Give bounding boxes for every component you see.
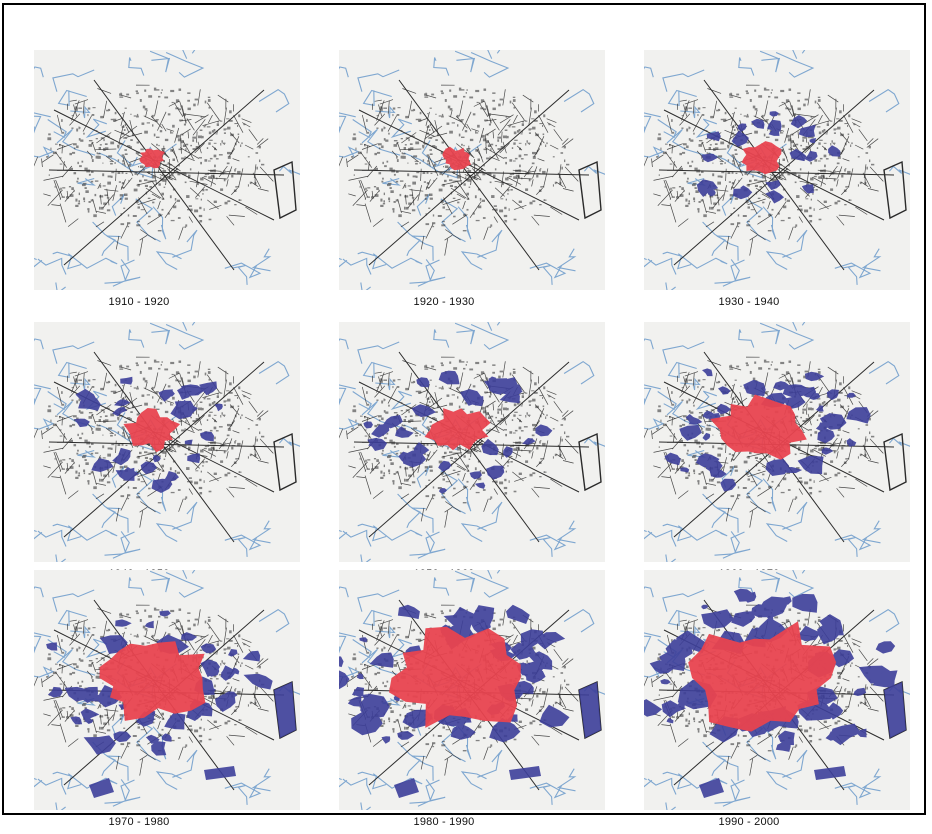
map-panel: 1970 - 1980 [34, 570, 300, 834]
period-caption: 1970 - 1980 [34, 816, 244, 828]
period-caption: 1920 - 1930 [339, 296, 549, 308]
map-panel: 1920 - 1930 [339, 50, 605, 314]
period-caption: 1930 - 1940 [644, 296, 854, 308]
urban-growth-map [339, 570, 605, 810]
map-panel: 1960 - 1970 [644, 322, 910, 586]
map-panel: 1930 - 1940 [644, 50, 910, 314]
map-panel: 1950 - 1960 [339, 322, 605, 586]
period-caption: 1990 - 2000 [644, 816, 854, 828]
urban-growth-map [34, 322, 300, 562]
urban-growth-map [644, 50, 910, 290]
map-panel: 1910 - 1920 [34, 50, 300, 314]
period-caption: 1980 - 1990 [339, 816, 549, 828]
urban-growth-map [34, 570, 300, 810]
urban-growth-map [34, 50, 300, 290]
urban-growth-map [644, 322, 910, 562]
map-panel: 1980 - 1990 [339, 570, 605, 834]
urban-growth-map [644, 570, 910, 810]
map-panel: 1990 - 2000 [644, 570, 910, 834]
urban-growth-map [339, 322, 605, 562]
urban-growth-map [339, 50, 605, 290]
period-caption: 1910 - 1920 [34, 296, 244, 308]
figure-frame: 1910 - 1920 1920 - 1930 1930 - 1940 1940 - … [2, 3, 926, 815]
map-panel: 1940 - 1950 [34, 322, 300, 586]
map-grid: 1910 - 1920 1920 - 1930 1930 - 1940 1940 - … [34, 50, 924, 810]
